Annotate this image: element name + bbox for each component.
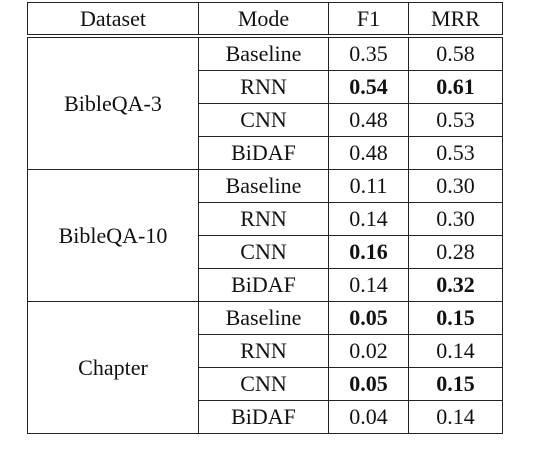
- f1-cell: 0.14: [328, 268, 409, 302]
- mrr-cell: 0.53: [408, 136, 503, 170]
- f1-cell: 0.16: [328, 235, 409, 269]
- column-header: Mode: [198, 2, 329, 38]
- mrr-cell: 0.15: [408, 301, 503, 335]
- mode-cell: BiDAF: [198, 268, 329, 302]
- table-row: RNN 0.02 0.14: [28, 334, 503, 368]
- f1-cell: 0.11: [328, 169, 409, 203]
- f1-cell: 0.04: [328, 400, 409, 434]
- table-row: BiDAF 0.04 0.14: [28, 400, 503, 434]
- table-row: BibleQA-10 Baseline 0.11 0.30: [27, 169, 503, 302]
- f1-cell: 0.05: [328, 301, 409, 335]
- f1-cell: 0.35: [328, 35, 409, 71]
- dataset-cell: Chapter: [27, 301, 199, 434]
- table-row: RNN 0.14 0.30: [28, 202, 503, 236]
- mrr-cell: 0.14: [408, 400, 503, 434]
- mrr-cell: 0.58: [408, 35, 503, 71]
- mrr-cell: 0.28: [408, 235, 503, 269]
- mrr-cell: 0.30: [408, 169, 503, 203]
- mode-cell: Baseline: [198, 169, 329, 203]
- mrr-cell: 0.53: [408, 103, 503, 137]
- mode-cell: Baseline: [198, 35, 329, 71]
- header-row: Dataset Mode F1 MRR: [27, 2, 503, 38]
- column-header: Dataset: [27, 2, 199, 38]
- mrr-cell: 0.15: [408, 367, 503, 401]
- f1-cell: 0.14: [328, 202, 409, 236]
- table-row: RNN 0.54 0.61: [28, 70, 503, 104]
- table-row: Chapter Baseline 0.05 0.15: [27, 301, 503, 434]
- mode-cell: BiDAF: [198, 136, 329, 170]
- table-body: BibleQA-3 Baseline 0.35 0.58 RNN 0.54 0.61 CNN 0…: [27, 35, 503, 434]
- mode-cell: BiDAF: [198, 400, 329, 434]
- table-row: CNN 0.05 0.15: [28, 367, 503, 401]
- dataset-cell: BibleQA-3: [27, 35, 199, 170]
- column-header: F1: [328, 2, 409, 38]
- mode-cell: CNN: [198, 235, 329, 269]
- mode-cell: RNN: [198, 202, 329, 236]
- f1-cell: 0.05: [328, 367, 409, 401]
- f1-cell: 0.54: [328, 70, 409, 104]
- results-table: Dataset Mode F1 MRR BibleQA-3 Baseline 0.35 0.…: [27, 2, 503, 434]
- mode-cell: Baseline: [198, 301, 329, 335]
- column-header: MRR: [408, 2, 503, 38]
- mode-cell: CNN: [198, 103, 329, 137]
- f1-cell: 0.48: [328, 136, 409, 170]
- mrr-cell: 0.14: [408, 334, 503, 368]
- mrr-cell: 0.32: [408, 268, 503, 302]
- f1-cell: 0.02: [328, 334, 409, 368]
- f1-cell: 0.48: [328, 103, 409, 137]
- dataset-cell: BibleQA-10: [27, 169, 199, 302]
- table-row: BibleQA-3 Baseline 0.35 0.58: [27, 35, 503, 170]
- mrr-cell: 0.30: [408, 202, 503, 236]
- mrr-cell: 0.61: [408, 70, 503, 104]
- table-row: BiDAF 0.14 0.32: [28, 268, 503, 302]
- mode-cell: RNN: [198, 70, 329, 104]
- mode-cell: CNN: [198, 367, 329, 401]
- table-row: CNN 0.16 0.28: [28, 235, 503, 269]
- mode-cell: RNN: [198, 334, 329, 368]
